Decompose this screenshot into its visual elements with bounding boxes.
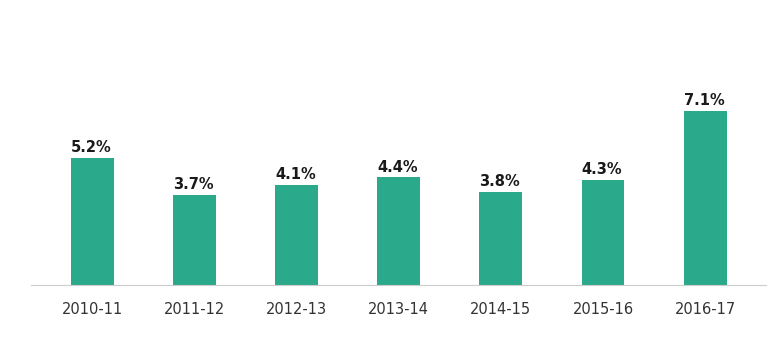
Text: 4.3%: 4.3% [582, 162, 622, 177]
Bar [582, 180, 625, 285]
Bar [479, 192, 522, 285]
Text: 7.1%: 7.1% [683, 93, 724, 108]
Text: 3.8%: 3.8% [479, 174, 520, 189]
Text: 3.7%: 3.7% [173, 177, 213, 192]
Text: 5.2%: 5.2% [71, 140, 112, 155]
Text: 4.1%: 4.1% [275, 167, 316, 182]
Bar [275, 185, 318, 285]
Bar [378, 177, 420, 285]
Bar [71, 158, 114, 285]
Text: 4.4%: 4.4% [378, 159, 418, 174]
Bar [173, 195, 216, 285]
Bar [683, 111, 726, 285]
